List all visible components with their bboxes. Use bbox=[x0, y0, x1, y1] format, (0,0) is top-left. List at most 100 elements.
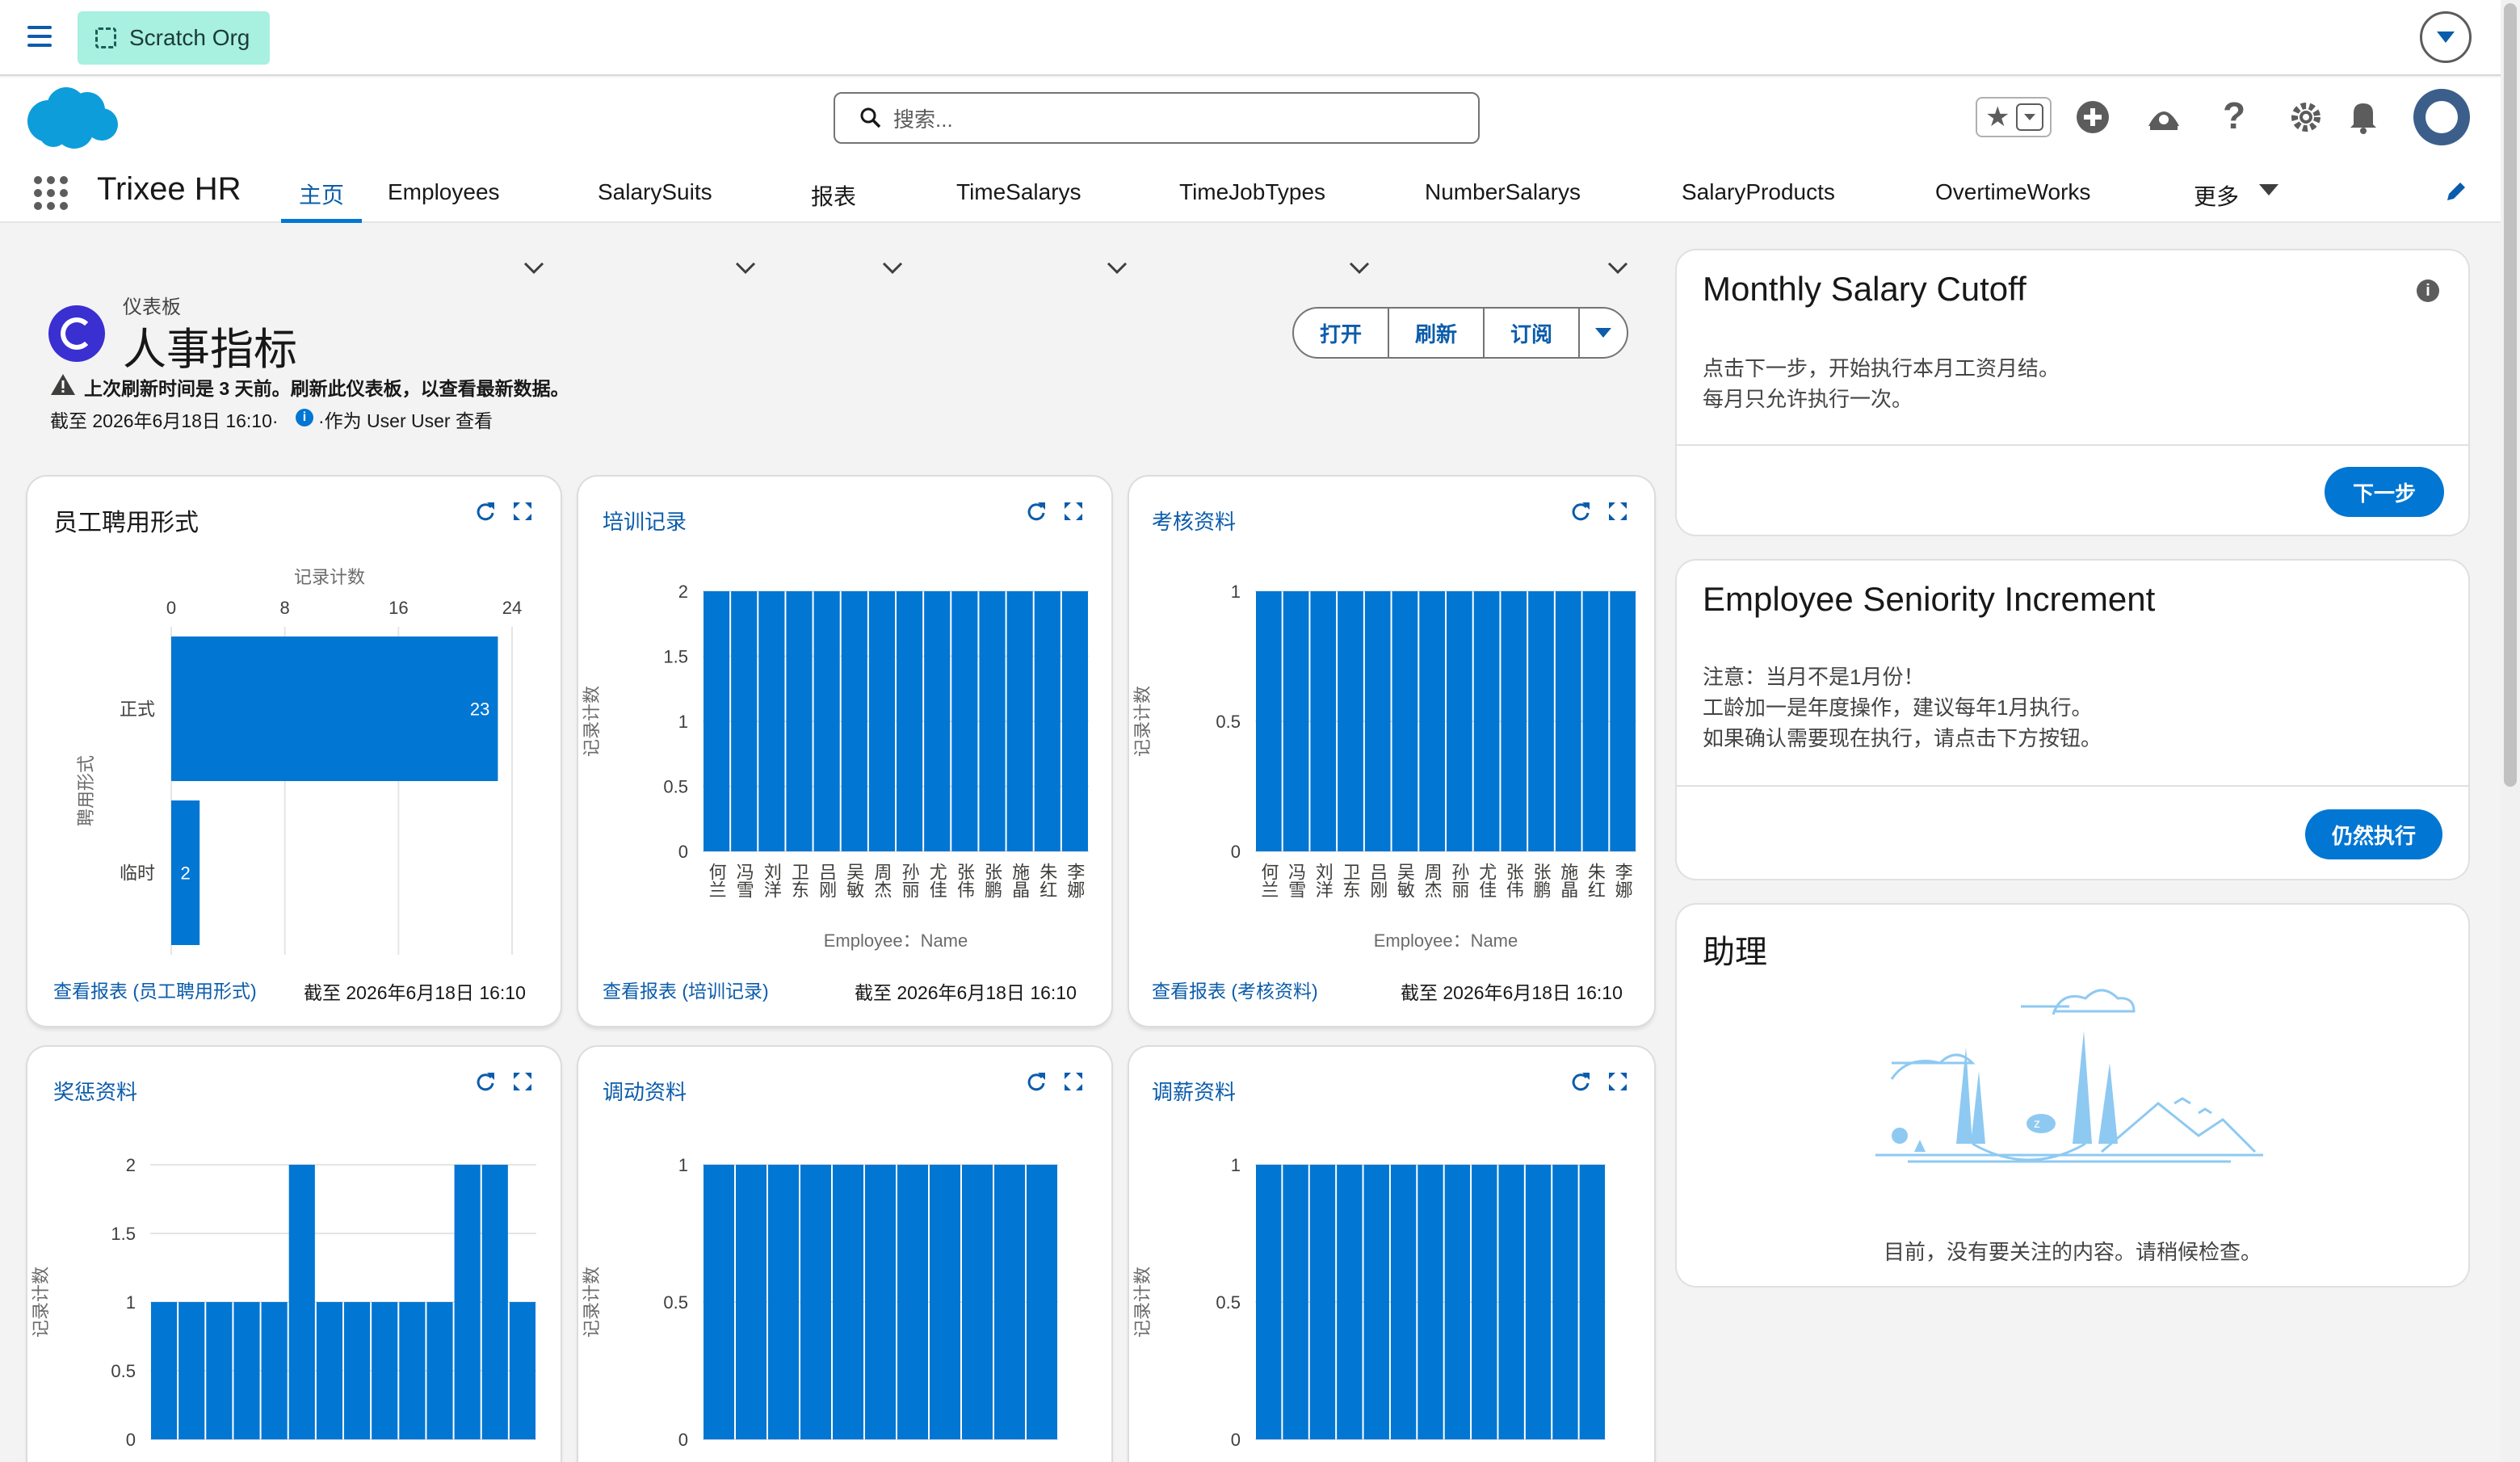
favorites-button[interactable]: ★ bbox=[1976, 97, 2052, 137]
chevron-down-icon[interactable] bbox=[523, 262, 544, 275]
nav-tab-more[interactable]: 更多 bbox=[2194, 179, 2239, 212]
chart-appraisal: 记录计数 0 0.5 1 何兰 冯雪 刘洋 卫东 吕刚 吴敏 周杰 孙丽 尤佳 张伟 张鹏 施晶 朱红 李娜 Emp… bbox=[1132, 582, 1636, 951]
y-axis-title: 记录计数 bbox=[1132, 686, 1153, 757]
bar bbox=[951, 591, 978, 851]
nav-tab-label: OvertimeWorks bbox=[1935, 179, 2091, 204]
caret-down-icon[interactable] bbox=[2258, 183, 2279, 197]
star-icon: ★ bbox=[1985, 102, 2010, 132]
viewer-text: ·作为 User User 查看 bbox=[318, 410, 493, 431]
run-anyway-button[interactable]: 仍然执行 bbox=[2305, 809, 2442, 859]
info-icon[interactable]: i bbox=[2417, 279, 2439, 302]
bar bbox=[1498, 1165, 1524, 1439]
y-tick-label: 2 bbox=[678, 582, 688, 602]
bar bbox=[151, 1302, 178, 1439]
nav-tab-numbersalarys[interactable]: NumberSalarys bbox=[1425, 179, 1581, 205]
refresh-button[interactable]: 刷新 bbox=[1389, 309, 1485, 357]
search-icon bbox=[860, 107, 881, 128]
chevron-down-icon[interactable] bbox=[1349, 262, 1370, 275]
refresh-icon[interactable] bbox=[1026, 501, 1047, 522]
nav-tab-label: 主页 bbox=[298, 182, 344, 208]
bar bbox=[731, 591, 758, 851]
divider bbox=[1677, 785, 2468, 787]
x-tick-label: 吕刚 bbox=[1367, 863, 1388, 898]
nav-tab-overtimeworks[interactable]: OvertimeWorks bbox=[1935, 179, 2090, 205]
bar bbox=[178, 1302, 205, 1439]
bar bbox=[171, 636, 498, 781]
bell-icon[interactable] bbox=[2347, 99, 2379, 134]
nav-tab-employees[interactable]: Employees bbox=[388, 179, 500, 205]
widget-title[interactable]: 培训记录 bbox=[603, 510, 687, 534]
widget-title[interactable]: 调薪资料 bbox=[1152, 1080, 1237, 1104]
nav-tab-reports[interactable]: 报表 bbox=[811, 179, 856, 212]
y-tick-label: 0.5 bbox=[663, 777, 688, 797]
bar bbox=[1283, 591, 1309, 851]
refresh-icon[interactable] bbox=[1026, 1071, 1047, 1092]
chevron-down-icon bbox=[2016, 103, 2044, 131]
widget-title[interactable]: 调动资料 bbox=[603, 1080, 687, 1104]
page-scrollbar-thumb[interactable] bbox=[2504, 3, 2517, 787]
subscribe-button[interactable]: 订阅 bbox=[1485, 309, 1580, 357]
chevron-down-icon bbox=[2437, 32, 2455, 43]
nav-tab-salarysuits[interactable]: SalarySuits bbox=[598, 179, 712, 205]
global-search[interactable]: 搜索... bbox=[834, 92, 1480, 144]
open-button[interactable]: 打开 bbox=[1294, 309, 1389, 357]
next-step-button[interactable]: 下一步 bbox=[2325, 467, 2444, 517]
empty-state-illustration: z bbox=[1875, 989, 2263, 1163]
footer-time: 截至 2026年6月18日 16:10 bbox=[304, 982, 526, 1003]
bar bbox=[833, 1165, 863, 1439]
add-icon[interactable] bbox=[2074, 99, 2111, 136]
x-tick-label: 吕刚 bbox=[817, 863, 837, 898]
chevron-down-icon[interactable] bbox=[735, 262, 756, 275]
info-icon[interactable]: i bbox=[296, 409, 313, 426]
chevron-down-icon[interactable] bbox=[1607, 262, 1628, 275]
help-icon[interactable]: ? bbox=[2223, 95, 2246, 137]
app-launcher-icon[interactable] bbox=[34, 176, 68, 210]
nav-tab-label: Employees bbox=[388, 179, 500, 204]
more-actions-button[interactable] bbox=[1580, 309, 1627, 357]
avatar[interactable] bbox=[2413, 89, 2470, 145]
warning-icon bbox=[51, 374, 75, 395]
bar bbox=[454, 1165, 481, 1439]
nav-tab-label: SalarySuits bbox=[598, 179, 712, 204]
expand-icon[interactable] bbox=[512, 501, 533, 522]
expand-icon[interactable] bbox=[1063, 501, 1084, 522]
view-report-link[interactable]: 查看报表 (考核资料) bbox=[1152, 981, 1318, 1002]
x-tick-label: 孙丽 bbox=[900, 863, 920, 898]
gear-icon[interactable] bbox=[2289, 100, 2323, 134]
expand-icon[interactable] bbox=[1607, 1071, 1628, 1092]
nav-tab-timejobtypes[interactable]: TimeJobTypes bbox=[1179, 179, 1325, 205]
menu-icon[interactable] bbox=[27, 26, 52, 48]
nav-tab-salaryproducts[interactable]: SalaryProducts bbox=[1682, 179, 1835, 205]
view-report-link[interactable]: 查看报表 (培训记录) bbox=[603, 981, 769, 1002]
bar bbox=[1525, 1165, 1552, 1439]
bar bbox=[1610, 591, 1636, 851]
bar bbox=[994, 1165, 1025, 1439]
chevron-down-icon[interactable] bbox=[882, 262, 903, 275]
bar bbox=[509, 1302, 536, 1439]
refresh-icon[interactable] bbox=[1570, 1071, 1591, 1092]
chevron-down-icon[interactable] bbox=[1107, 262, 1128, 275]
widget-title[interactable]: 考核资料 bbox=[1152, 510, 1237, 534]
nav-tab-timesalarys[interactable]: TimeSalarys bbox=[956, 179, 1082, 205]
dashboard-kind: 仪表板 bbox=[123, 296, 181, 318]
refresh-icon[interactable] bbox=[475, 1071, 496, 1092]
refresh-icon[interactable] bbox=[475, 501, 496, 522]
x-tick-label: 何兰 bbox=[707, 863, 727, 898]
expand-icon[interactable] bbox=[1063, 1071, 1084, 1092]
scratch-org-badge[interactable]: Scratch Org bbox=[78, 11, 270, 65]
refresh-icon[interactable] bbox=[1570, 501, 1591, 522]
top-dropdown-button[interactable] bbox=[2420, 11, 2472, 63]
expand-icon[interactable] bbox=[1607, 501, 1628, 522]
dashboard-icon bbox=[48, 305, 105, 362]
x-tick-label: 周杰 bbox=[872, 863, 892, 898]
expand-icon[interactable] bbox=[512, 1071, 533, 1092]
widget-title[interactable]: 奖惩资料 bbox=[53, 1080, 138, 1104]
pencil-icon[interactable] bbox=[2444, 179, 2468, 204]
chart-employment-type: 记录计数 0 8 16 24 聘用形式 正式 23 临时 2 bbox=[76, 567, 522, 955]
nav-tab-home[interactable]: 主页 bbox=[281, 168, 362, 223]
y-tick-label: 临时 bbox=[120, 863, 155, 884]
view-report-link[interactable]: 查看报表 (员工聘用形式) bbox=[53, 981, 257, 1002]
app-name: Trixee HR bbox=[97, 171, 242, 207]
trailhead-icon[interactable] bbox=[2145, 99, 2182, 136]
bar bbox=[800, 1165, 831, 1439]
